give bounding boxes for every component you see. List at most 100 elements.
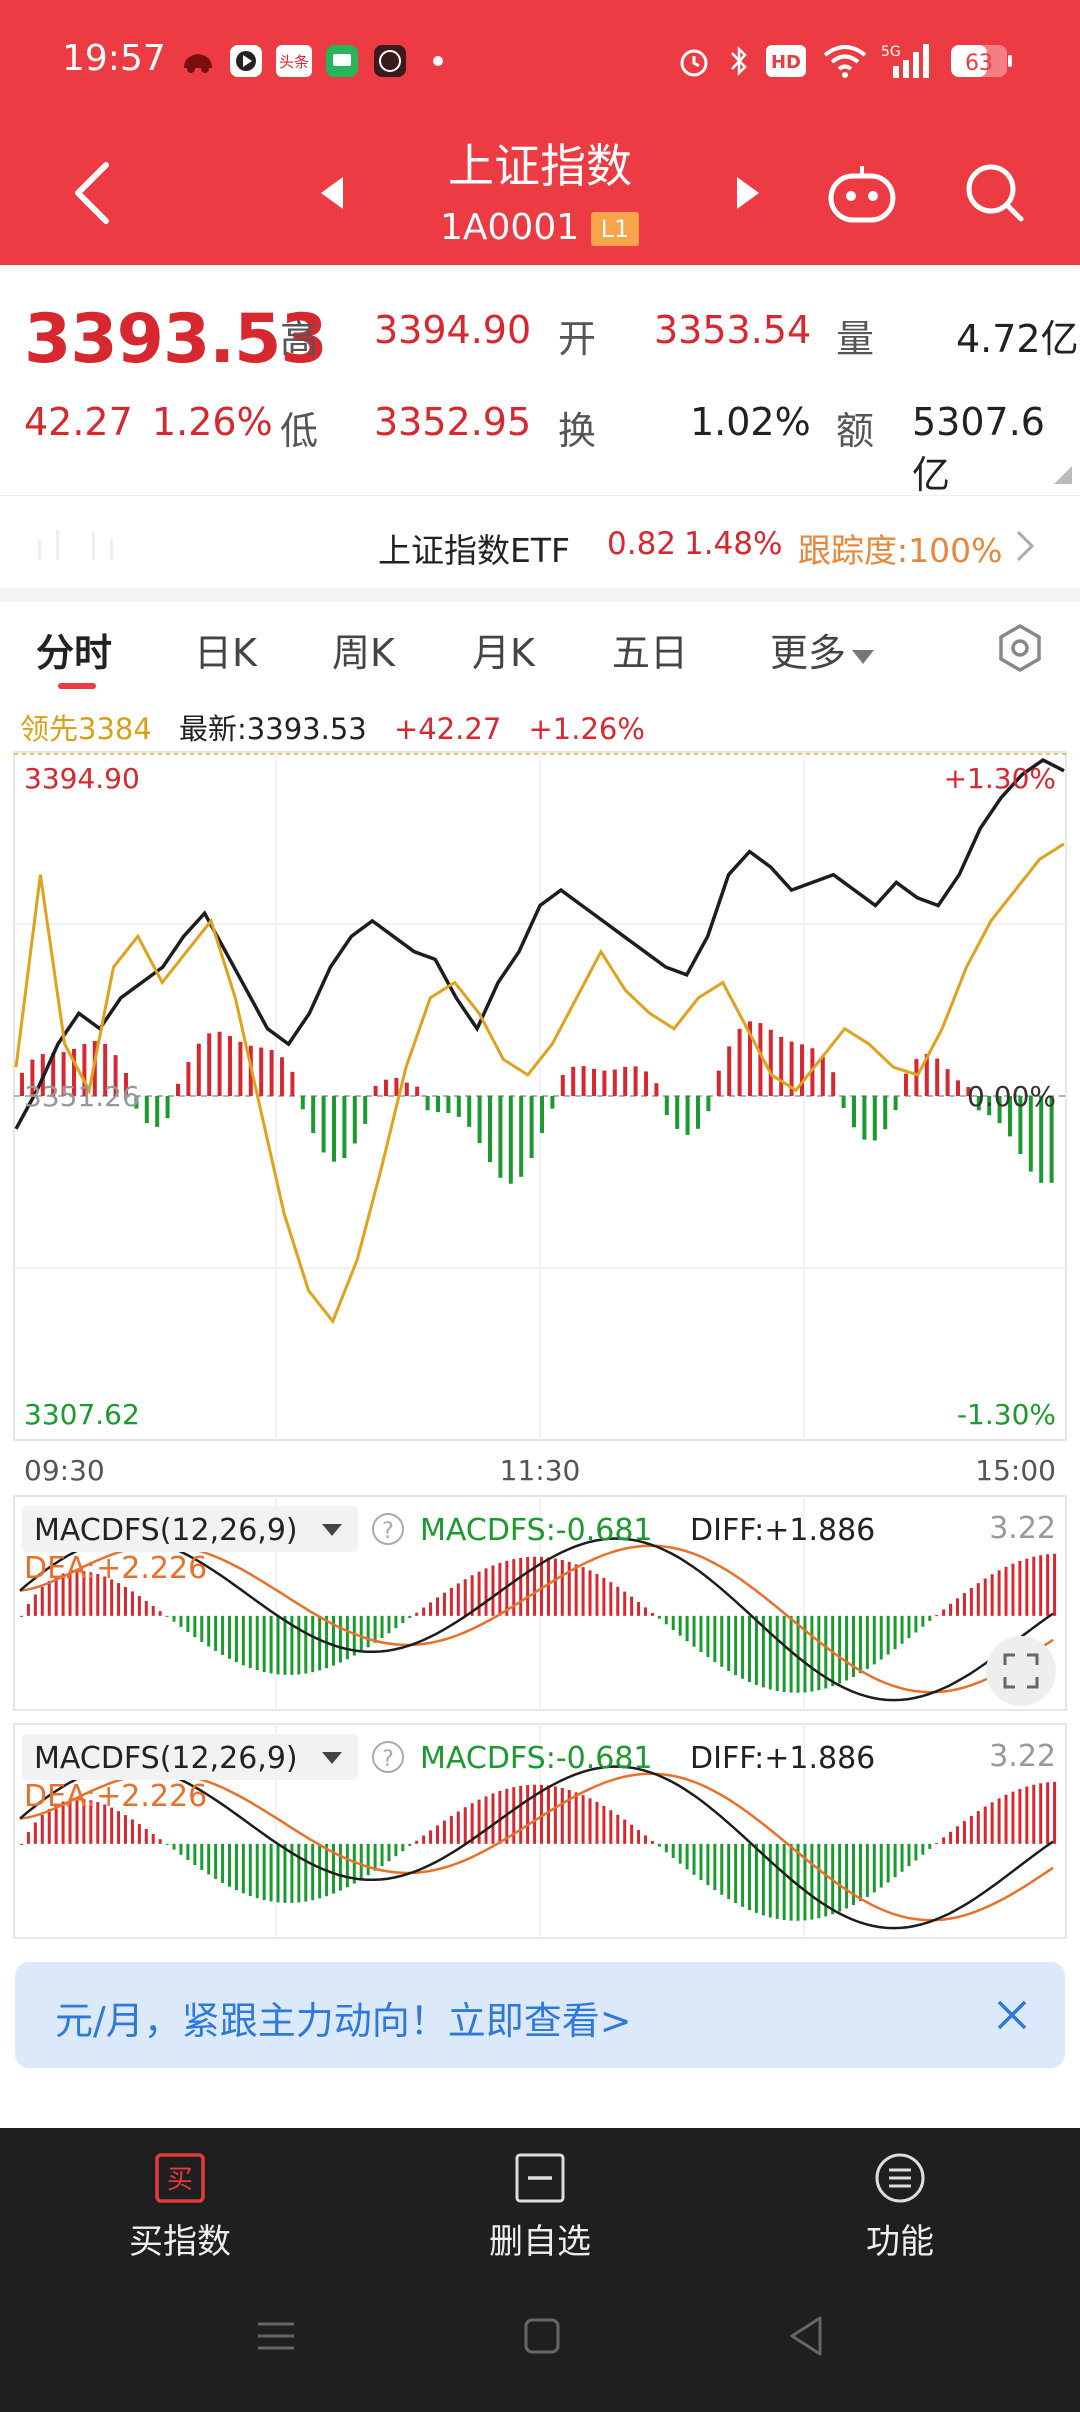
macd-bar-down xyxy=(741,1843,745,1907)
macd-bar-up xyxy=(969,1587,973,1616)
x-tick-open: 09:30 xyxy=(24,1454,105,1487)
promo-banner[interactable]: 元/月，紧跟主力动向！立即查看> xyxy=(15,1962,1065,2068)
help-icon xyxy=(372,1741,404,1773)
volume-bar-down xyxy=(675,1096,680,1129)
macd-bar-up xyxy=(976,1583,980,1616)
volume-bar-up xyxy=(737,1028,742,1096)
macd-bar-up xyxy=(117,1811,121,1844)
volume-bar-down xyxy=(477,1096,482,1144)
chart-period-tabs: 分时 日K 周K 月K 五日 更多 xyxy=(0,602,1080,702)
remove-watchlist-button[interactable]: 删自选 xyxy=(430,2152,650,2263)
macd-bar-down xyxy=(359,1843,363,1880)
macd-bar-down xyxy=(748,1843,751,1911)
etf-row[interactable]: 上证指数ETF 0.82 1.48% 跟踪度:100% xyxy=(0,495,1080,595)
tab-monthly-k[interactable]: 月K xyxy=(472,631,535,675)
intraday-charts[interactable]: 3394.90 3351.26 3307.62 +1.30% 0.00% -1.30% 09… xyxy=(0,740,1080,1950)
more-notifications-dot-icon xyxy=(428,42,448,80)
volume-bar-down xyxy=(883,1096,888,1130)
functions-button[interactable]: 功能 xyxy=(790,2152,1010,2263)
volume-bar-up xyxy=(644,1071,648,1096)
turnover-label: 换 xyxy=(558,409,597,453)
close-icon[interactable] xyxy=(995,1998,1029,2032)
prev-stock-button[interactable] xyxy=(312,168,352,218)
macd-bar-up xyxy=(470,1803,474,1844)
macd-bar-up xyxy=(130,1591,134,1616)
macd-bar-up xyxy=(456,1583,460,1616)
macd-bar-down xyxy=(886,1843,890,1883)
car-app-icon xyxy=(180,42,216,80)
nav-back-icon[interactable] xyxy=(786,2314,826,2358)
back-arrow-icon xyxy=(75,162,109,224)
back-button[interactable] xyxy=(62,158,122,228)
expand-corner-icon[interactable] xyxy=(1054,466,1072,484)
macd-bar-up xyxy=(942,1609,946,1616)
macd-bar-up xyxy=(40,1814,44,1844)
buy-index-button[interactable]: 买 买指数 xyxy=(70,2152,290,2263)
volume-bar-down xyxy=(706,1096,711,1112)
macd-bar-down xyxy=(165,1615,169,1617)
macd-bar-down xyxy=(748,1615,751,1683)
macd-bar-down xyxy=(234,1615,238,1663)
macd-bar-up xyxy=(1032,1556,1036,1616)
tab-intraday[interactable]: 分时 xyxy=(36,631,113,675)
macd-bar-down xyxy=(332,1615,335,1666)
volume-bar-up xyxy=(758,1023,763,1096)
search-button[interactable] xyxy=(960,158,1030,228)
macd-bar-down xyxy=(290,1615,294,1675)
macd-bar-down xyxy=(914,1615,918,1633)
macd-bar-up xyxy=(124,1815,127,1844)
tab-daily-k[interactable]: 日K xyxy=(194,631,257,675)
nav-menu-icon[interactable] xyxy=(256,2316,296,2356)
fullscreen-button[interactable] xyxy=(986,1636,1056,1706)
macd-title: MACDFS(12,26,9) xyxy=(34,1513,298,1548)
tab-more[interactable]: 更多 xyxy=(770,622,876,677)
macd-bar-down xyxy=(914,1843,918,1861)
macd-bar-up xyxy=(1004,1794,1008,1844)
dea-value: DEA:+2.226 xyxy=(24,1551,207,1586)
macd-bar-up xyxy=(546,1785,550,1844)
dea-value: DEA:+2.226 xyxy=(24,1779,207,1814)
macd-bar-up xyxy=(151,1605,155,1616)
macd-bar-down xyxy=(248,1843,252,1896)
volume-bar-down xyxy=(352,1096,357,1144)
macd-bar-down xyxy=(817,1615,821,1691)
macd-bar-up xyxy=(505,1560,509,1616)
fullscreen-icon xyxy=(1003,1653,1039,1689)
volume-bar-down xyxy=(519,1096,524,1177)
macd-bar-up xyxy=(491,1565,495,1616)
volume-bar-down xyxy=(685,1096,690,1135)
macd-bar-up xyxy=(623,1591,627,1616)
macd-bar-up xyxy=(983,1578,987,1616)
nav-home-icon[interactable] xyxy=(522,2316,562,2356)
macd-bar-up xyxy=(644,1835,647,1844)
volume-bar-down xyxy=(872,1096,877,1141)
robot-assistant-button[interactable] xyxy=(822,158,902,228)
lead-index: 领先3384 xyxy=(20,712,152,746)
macd-bar-up xyxy=(512,1787,516,1844)
macd-bar-down xyxy=(685,1843,689,1870)
quote-panel xyxy=(0,265,1080,495)
macd-bar-down xyxy=(852,1615,855,1677)
svg-text:5G: 5G xyxy=(881,44,901,60)
tab-five-day[interactable]: 五日 xyxy=(612,631,689,675)
macd-bar-up xyxy=(1053,1781,1057,1844)
macd-selector-bg xyxy=(22,1506,358,1552)
volume-bar-up xyxy=(623,1066,628,1096)
price-line xyxy=(14,757,1065,1130)
next-stock-button[interactable] xyxy=(728,168,768,218)
volume-bar-up xyxy=(290,1071,295,1096)
volume-bar-up xyxy=(612,1069,617,1096)
volume-bar-down xyxy=(1008,1096,1012,1137)
macd-bar-down xyxy=(727,1843,731,1900)
macd-bar-down xyxy=(761,1843,765,1916)
macd-bar-up xyxy=(581,1567,585,1616)
chart-settings-icon[interactable] xyxy=(994,622,1046,674)
macd-bar-up xyxy=(574,1564,578,1616)
message-app-icon xyxy=(324,42,360,80)
macd-bar-down xyxy=(394,1843,398,1857)
macd-bar-down xyxy=(318,1615,322,1671)
volume-bar-down xyxy=(144,1096,149,1124)
tab-weekly-k[interactable]: 周K xyxy=(332,631,395,675)
macd-bar-up xyxy=(54,1804,58,1844)
macd-bar-down xyxy=(706,1615,710,1658)
